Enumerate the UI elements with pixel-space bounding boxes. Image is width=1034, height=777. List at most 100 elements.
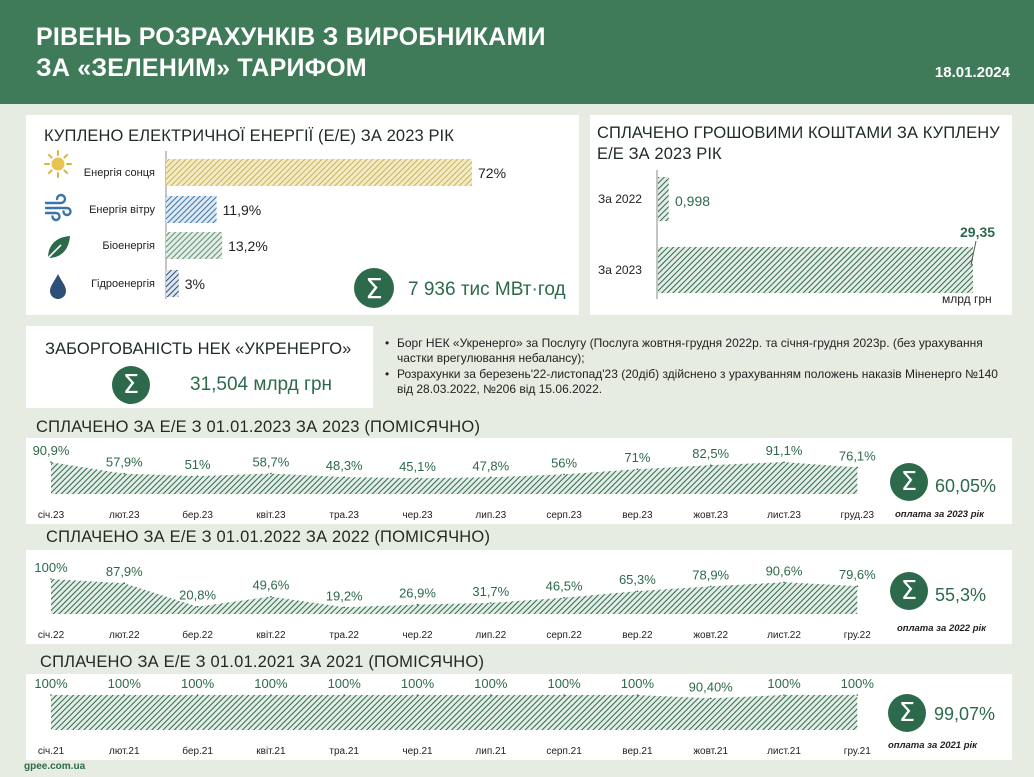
monthly-2023-title: СПЛАЧЕНО ЗА Е/Е З 01.01.2023 ЗА 2023 (ПО… xyxy=(36,418,481,436)
x-tick-label: січ.22 xyxy=(38,630,65,641)
bought-bar-value: 3% xyxy=(185,276,205,292)
leader-line xyxy=(970,240,977,266)
data-label: 20,8% xyxy=(179,588,216,603)
data-point xyxy=(343,476,346,478)
data-label: 56% xyxy=(551,455,577,470)
monthly-2023-panel: 90,9% січ.23 57,9% лют.23 51% бер.23 58,7% квіт… xyxy=(26,438,1012,524)
page-title-line1: РІВЕНЬ РОЗРАХУНКІВ З ВИРОБНИКАМИ xyxy=(36,23,546,51)
monthly-2021-title: СПЛАЧЕНО ЗА Е/Е З 01.01.2021 ЗА 2021 (ПО… xyxy=(40,653,485,671)
data-label: 100% xyxy=(767,676,801,691)
monthly-2022-sum: 55,3% xyxy=(935,585,987,605)
paid-bar-category: За 2023 xyxy=(598,263,642,277)
data-point xyxy=(636,468,639,470)
data-label: 100% xyxy=(34,560,68,575)
paid-money-unit: млрд грн xyxy=(942,292,992,306)
x-tick-label: тра.21 xyxy=(329,746,359,757)
data-point xyxy=(196,475,199,477)
data-label: 90,40% xyxy=(689,679,734,694)
bought-total: 7 936 тис МВт·год xyxy=(408,279,566,300)
x-tick-label: серп.21 xyxy=(546,746,582,757)
paid-money-title: СПЛАЧЕНО ГРОШОВИМИ КОШТАМИ ЗА КУПЛЕНУ Е/… xyxy=(597,123,1000,165)
data-label: 78,9% xyxy=(692,567,729,582)
data-point xyxy=(50,461,52,463)
paid-bar-value: 29,35 xyxy=(960,224,995,240)
monthly-2021-sum: 99,07% xyxy=(934,704,996,724)
paid-money-panel: СПЛАЧЕНО ГРОШОВИМИ КОШТАМИ ЗА КУПЛЕНУ Е/… xyxy=(590,115,1012,315)
data-label: 48,3% xyxy=(326,458,363,473)
data-point xyxy=(636,590,639,592)
data-point xyxy=(709,464,712,466)
monthly-2022-panel: 100% січ.22 87,9% лют.22 20,8% бер.22 49,6% кві… xyxy=(26,550,1012,644)
x-tick-label: лип.22 xyxy=(475,630,506,641)
data-label: 100% xyxy=(401,676,435,691)
x-tick-label: квіт.21 xyxy=(256,746,286,757)
data-point xyxy=(343,606,346,609)
data-point xyxy=(416,603,419,606)
x-tick-label: бер.22 xyxy=(182,629,213,641)
monthly-2021-sum-label: оплата за 2021 рік xyxy=(888,740,977,751)
x-tick-label: вер.22 xyxy=(622,630,653,641)
data-point xyxy=(856,585,859,587)
debt-title: ЗАБОРГОВАНІСТЬ НЕК «УКРЕНЕРГО» xyxy=(45,340,352,358)
data-label: 31,7% xyxy=(472,584,509,599)
monthly-2022-chart: 100% січ.22 87,9% лют.22 20,8% бер.22 49,6% кві… xyxy=(34,560,876,641)
monthly-2021-chart: 100% січ.21 100% лют.21 100% бер.21 100% квіт.2… xyxy=(34,676,874,757)
data-label: 100% xyxy=(181,676,215,691)
monthly-2022-sum-label: оплата за 2022 рік xyxy=(897,623,986,634)
monthly-2023-chart: 90,9% січ.23 57,9% лют.23 51% бер.23 58,7% квіт… xyxy=(33,443,877,521)
x-tick-label: квіт.23 xyxy=(256,510,286,521)
data-point xyxy=(490,476,492,479)
bar-label-bio: Біоенергія xyxy=(102,240,155,252)
data-point xyxy=(783,461,785,463)
data-label: 100% xyxy=(34,676,68,691)
bought-bar-value: 13,2% xyxy=(228,238,268,254)
paid-money-title-line2: Е/Е ЗА 2023 РІК xyxy=(597,145,722,163)
x-tick-label: тра.22 xyxy=(329,630,359,641)
x-tick-label: січ.23 xyxy=(38,510,65,521)
page-title: РІВЕНЬ РОЗРАХУНКІВ З ВИРОБНИКАМИ ЗА «ЗЕЛ… xyxy=(36,22,546,84)
x-tick-label: жовт.21 xyxy=(693,746,728,757)
sigma-icon: Σ xyxy=(890,463,928,501)
data-label: 90,6% xyxy=(766,563,803,578)
data-label: 100% xyxy=(254,676,288,691)
data-point xyxy=(783,581,785,584)
data-label: 46,5% xyxy=(546,579,583,594)
bar-label-sun: Енергія сонця xyxy=(83,167,155,179)
x-tick-label: лист.22 xyxy=(767,630,801,641)
data-point xyxy=(490,602,492,604)
data-point xyxy=(783,694,785,696)
area-series xyxy=(51,695,858,730)
data-label: 100% xyxy=(328,676,362,691)
data-label: 49,6% xyxy=(252,578,289,593)
bought-energy-panel: КУПЛЕНО ЕЛЕКТРИЧНОЇ ЕНЕРГІЇ (Е/Е) ЗА 202… xyxy=(26,115,579,315)
x-tick-label: гру.21 xyxy=(844,746,871,757)
x-tick-label: жовт.23 xyxy=(693,510,728,521)
paid-bar-value: 0,998 xyxy=(675,193,710,209)
x-tick-label: чер.23 xyxy=(402,510,433,521)
sigma-icon: Σ xyxy=(112,366,150,404)
data-point xyxy=(196,605,199,608)
x-tick-label: бер.21 xyxy=(182,745,213,757)
header-banner: РІВЕНЬ РОЗРАХУНКІВ З ВИРОБНИКАМИ ЗА «ЗЕЛ… xyxy=(0,0,1034,104)
data-label: 100% xyxy=(547,676,581,691)
x-tick-label: квіт.22 xyxy=(256,630,286,641)
data-label: 71% xyxy=(624,450,650,465)
debt-value: 31,504 млрд грн xyxy=(190,374,333,395)
data-point xyxy=(270,595,272,598)
data-point xyxy=(709,697,712,700)
x-tick-label: вер.21 xyxy=(622,746,653,757)
data-point xyxy=(270,694,272,696)
data-point xyxy=(856,694,859,696)
data-label: 45,1% xyxy=(399,459,436,474)
data-label: 90,9% xyxy=(33,443,70,458)
data-point xyxy=(563,694,565,696)
x-tick-label: січ.21 xyxy=(38,746,65,757)
debt-panel: ЗАБОРГОВАНІСТЬ НЕК «УКРЕНЕРГО» Σ 31,504 … xyxy=(26,326,373,408)
x-tick-label: лют.23 xyxy=(109,510,140,521)
data-point xyxy=(856,466,859,469)
bought-bar xyxy=(166,159,472,186)
report-date: 18.01.2024 xyxy=(934,64,1010,81)
x-tick-label: лип.23 xyxy=(475,510,506,521)
x-tick-label: тра.23 xyxy=(329,510,359,521)
x-tick-label: лют.22 xyxy=(109,630,140,641)
